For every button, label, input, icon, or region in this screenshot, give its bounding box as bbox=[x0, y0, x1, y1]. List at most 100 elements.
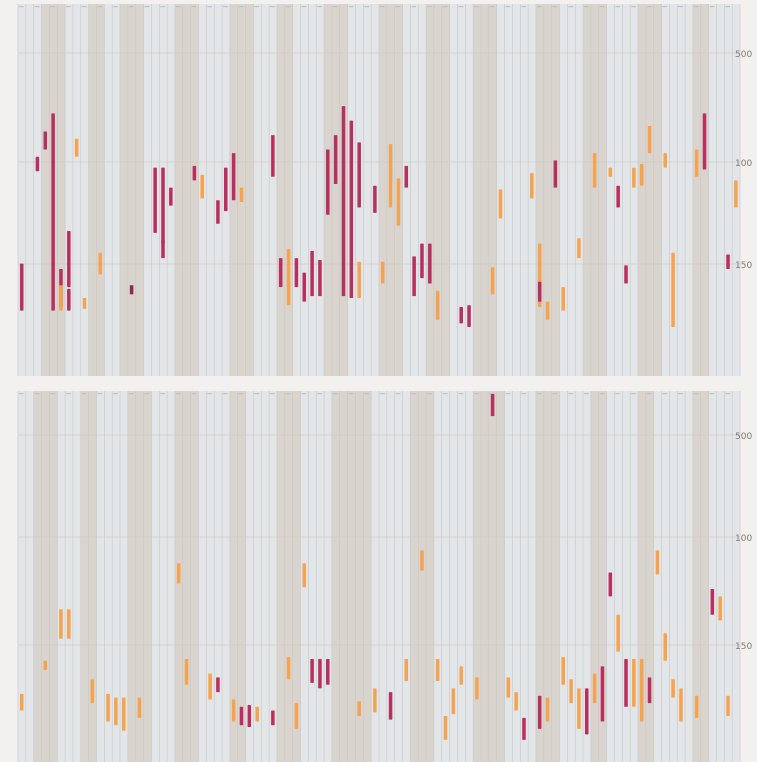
column-band bbox=[72, 391, 82, 762]
column-header-mark bbox=[631, 393, 636, 395]
column-band bbox=[590, 391, 600, 762]
data-segment bbox=[396, 178, 401, 226]
column-band bbox=[426, 391, 435, 762]
column-header-mark bbox=[568, 6, 574, 8]
column-header-mark bbox=[207, 393, 213, 395]
data-segment bbox=[498, 189, 503, 219]
column-header-mark bbox=[317, 393, 322, 395]
column-header-mark bbox=[270, 393, 275, 395]
column-band bbox=[630, 391, 639, 762]
data-segment bbox=[357, 261, 361, 298]
column-header-mark bbox=[411, 393, 417, 395]
data-segment bbox=[310, 250, 314, 297]
column-header-mark bbox=[50, 6, 56, 8]
column-band bbox=[575, 391, 584, 762]
data-segment bbox=[726, 695, 730, 716]
column-band bbox=[488, 4, 498, 376]
column-header-mark bbox=[505, 6, 511, 8]
column-band bbox=[182, 4, 191, 376]
data-segment bbox=[616, 185, 620, 208]
column-header-mark bbox=[348, 393, 354, 395]
column-band bbox=[308, 4, 317, 376]
data-segment bbox=[663, 633, 668, 661]
column-header-mark bbox=[615, 6, 621, 8]
column-band bbox=[622, 4, 631, 376]
column-band bbox=[512, 4, 521, 376]
data-segment bbox=[239, 706, 244, 726]
y-tick-label: 500 bbox=[735, 50, 752, 60]
y-tick-label: 100 bbox=[735, 159, 752, 169]
column-band bbox=[253, 391, 262, 762]
column-band bbox=[535, 4, 545, 376]
data-segment bbox=[216, 200, 220, 224]
column-band bbox=[229, 391, 239, 762]
data-segment bbox=[624, 265, 628, 284]
column-header-mark bbox=[144, 393, 150, 395]
data-segment bbox=[530, 173, 534, 199]
data-segment bbox=[545, 301, 550, 320]
chart-top-svg: 500 100 150 bbox=[0, 4, 757, 376]
data-segment bbox=[671, 679, 675, 698]
column-band bbox=[143, 391, 152, 762]
y-tick-label: 150 bbox=[735, 642, 752, 652]
column-header-mark bbox=[380, 6, 385, 8]
column-band bbox=[410, 391, 419, 762]
data-segment bbox=[561, 657, 565, 685]
column-band bbox=[598, 391, 607, 762]
column-band bbox=[559, 391, 568, 762]
data-segment bbox=[537, 695, 542, 729]
data-segment bbox=[302, 563, 307, 588]
column-header-mark bbox=[348, 6, 354, 8]
column-header-mark bbox=[81, 6, 87, 8]
data-segment bbox=[475, 677, 479, 700]
data-segment bbox=[286, 249, 291, 306]
column-band bbox=[559, 4, 568, 376]
column-header-mark bbox=[207, 6, 213, 8]
column-band bbox=[441, 4, 450, 376]
data-segment bbox=[639, 164, 644, 186]
column-band bbox=[512, 391, 521, 762]
column-header-mark bbox=[191, 393, 197, 395]
column-header-mark bbox=[364, 6, 370, 8]
column-header-mark bbox=[662, 6, 668, 8]
y-tick-label: 100 bbox=[735, 534, 752, 544]
column-band bbox=[143, 4, 152, 376]
column-header-mark bbox=[678, 6, 683, 8]
column-band bbox=[190, 391, 199, 762]
column-header-mark bbox=[474, 393, 479, 395]
column-band bbox=[449, 391, 458, 762]
column-band bbox=[645, 4, 654, 376]
data-segment bbox=[404, 658, 409, 682]
data-segment bbox=[357, 142, 361, 208]
column-header-mark bbox=[34, 393, 40, 395]
data-segment bbox=[98, 252, 102, 275]
column-band bbox=[292, 4, 301, 376]
column-header-mark bbox=[458, 6, 464, 8]
column-band bbox=[410, 4, 419, 376]
data-segment bbox=[506, 677, 511, 698]
column-header-mark bbox=[536, 6, 542, 8]
column-band bbox=[504, 391, 513, 762]
column-band bbox=[331, 391, 341, 762]
data-segment bbox=[74, 138, 79, 157]
column-band bbox=[481, 391, 490, 762]
column-band bbox=[276, 4, 286, 376]
column-header-mark bbox=[191, 6, 197, 8]
data-segment bbox=[19, 693, 24, 711]
column-band bbox=[598, 4, 607, 376]
data-segment bbox=[632, 167, 636, 188]
column-band bbox=[316, 391, 325, 762]
column-header-mark bbox=[34, 6, 40, 8]
column-header-mark bbox=[97, 6, 103, 8]
column-band bbox=[583, 391, 592, 762]
column-band bbox=[700, 4, 709, 376]
column-header-mark bbox=[427, 6, 432, 8]
column-band bbox=[363, 4, 372, 376]
column-header-mark bbox=[223, 393, 228, 395]
data-segment bbox=[537, 281, 542, 302]
data-segment bbox=[467, 305, 471, 327]
column-band bbox=[316, 4, 325, 376]
data-segment bbox=[647, 126, 652, 154]
data-segment bbox=[663, 153, 668, 168]
data-segment bbox=[51, 113, 55, 311]
